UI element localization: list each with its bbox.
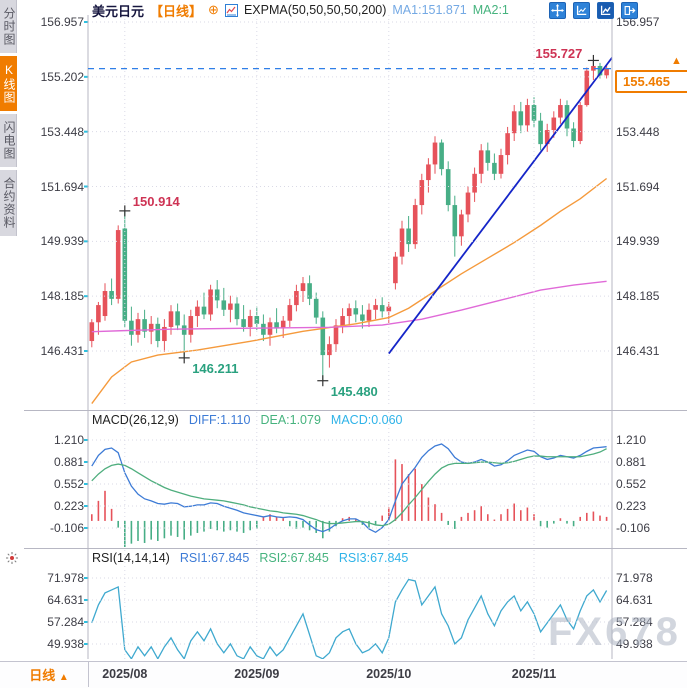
price-axis-label-right: 151.694	[616, 179, 660, 194]
macd-params: MACD(26,12,9)	[92, 413, 179, 427]
price-axis-label-left: 153.448	[40, 124, 84, 139]
price-axis-label-right: 149.939	[616, 234, 660, 249]
macd-axis-label-right: 0.881	[616, 455, 647, 469]
period-dropdown-button[interactable]: 日线 ▲	[29, 668, 69, 683]
price-axis-label-left: 156.957	[40, 15, 84, 29]
macd-axis-label-left: 1.210	[53, 433, 84, 447]
macd-axis-label-left: -0.106	[49, 521, 84, 535]
sidebar-tab-contract-info[interactable]: 合约资料	[0, 170, 17, 236]
rsi-axis-label-right: 64.631	[616, 593, 653, 607]
date-axis-label: 2025/10	[366, 667, 412, 681]
rsi-axis-label-left: 57.284	[47, 615, 84, 629]
price-axis-label-right: 153.448	[616, 124, 660, 139]
macd-axis-label-left: 0.223	[53, 499, 84, 513]
date-axis-label: 2025/09	[234, 667, 280, 681]
sidebar: 分时图 K线图 闪电图 合约资料	[0, 0, 17, 660]
sidebar-tab-lightning-chart[interactable]: 闪电图	[0, 114, 17, 167]
rsi-axis-label-right: 57.284	[616, 615, 653, 629]
pan-icon[interactable]	[549, 2, 566, 19]
ma1-value: MA1:151.871	[392, 3, 467, 17]
macd-diff-value: DIFF:1.110	[188, 413, 251, 427]
indicator-label: EXPMA(50,50,50,50,200)	[243, 3, 387, 17]
rsi-axis-label-right: 71.978	[616, 571, 653, 585]
rsi-axis-label-right: 49.938	[616, 637, 653, 651]
chart-header: 美元日元 【日线】 ⊕ EXPMA(50,50,50,50,200) MA1:1…	[92, 2, 509, 19]
sidebar-tab-kline-chart[interactable]: K线图	[0, 56, 17, 111]
rsi-axis-label-left: 49.938	[47, 637, 84, 651]
macd-macd-value: MACD:0.060	[330, 413, 403, 427]
period-tag: 【日线】	[150, 3, 203, 19]
price-axis-label-left: 148.185	[40, 289, 84, 304]
price-annotation-145.480: 145.480	[330, 383, 378, 399]
bottom-bar-separator	[88, 661, 89, 687]
price-axis-label-right: 148.185	[616, 289, 660, 304]
price-axis-label-left: 149.939	[40, 234, 84, 249]
macd-axis-label-right: 0.552	[616, 477, 647, 491]
price-axis-label-left: 155.202	[40, 69, 84, 84]
ma2-value: MA2:1	[472, 3, 509, 17]
price-annotation-146.211: 146.211	[192, 360, 239, 376]
macd-axis-label-right: 0.223	[616, 499, 647, 513]
price-axis-label-left: 151.694	[40, 179, 84, 194]
sidebar-tab-time-chart[interactable]: 分时图	[0, 0, 17, 53]
detach-window-icon[interactable]	[621, 2, 638, 19]
chart-toolbar	[549, 2, 638, 19]
price-axis-label-left: 146.431	[40, 344, 84, 358]
macd-axis-label-right: -0.106	[616, 521, 651, 535]
circle-plus-icon[interactable]: ⊕	[208, 2, 219, 17]
rsi2-value: RSI2:67.845	[259, 551, 329, 565]
price-annotation-155.727: 155.727	[535, 46, 583, 62]
indicator-settings-icon[interactable]	[6, 551, 18, 564]
rsi-axis-label-left: 64.631	[47, 593, 84, 607]
last-price-box: 155.465	[615, 70, 687, 93]
price-up-arrow-icon: ▲	[671, 55, 682, 67]
price-annotation-150.914: 150.914	[132, 193, 180, 209]
rsi-params: RSI(14,14,14)	[92, 551, 170, 565]
macd-header: MACD(26,12,9) DIFF:1.110 DEA:1.079 MACD:…	[92, 413, 402, 427]
triangle-up-icon: ▲	[58, 672, 69, 683]
macd-dea-value: DEA:1.079	[260, 413, 321, 427]
date-axis-label: 2025/11	[511, 667, 557, 681]
date-axis-label: 2025/08	[102, 667, 148, 681]
bottom-bar	[0, 661, 687, 688]
rsi-header: RSI(14,14,14) RSI1:67.845 RSI2:67.845 RS…	[92, 551, 408, 565]
rsi-axis-label-left: 71.978	[47, 571, 84, 585]
axis-scale-icon[interactable]	[573, 2, 590, 19]
rsi3-value: RSI3:67.845	[338, 551, 409, 565]
symbol-title: 美元日元	[92, 3, 145, 19]
mini-chart-icon	[224, 3, 238, 17]
price-axis-label-right: 146.431	[616, 344, 660, 358]
macd-axis-label-right: 1.210	[616, 433, 647, 447]
macd-axis-label-left: 0.552	[53, 477, 84, 491]
rsi1-value: RSI1:67.845	[179, 551, 250, 565]
macd-axis-label-left: 0.881	[53, 455, 84, 469]
axis-scale-active-icon[interactable]	[597, 2, 614, 19]
